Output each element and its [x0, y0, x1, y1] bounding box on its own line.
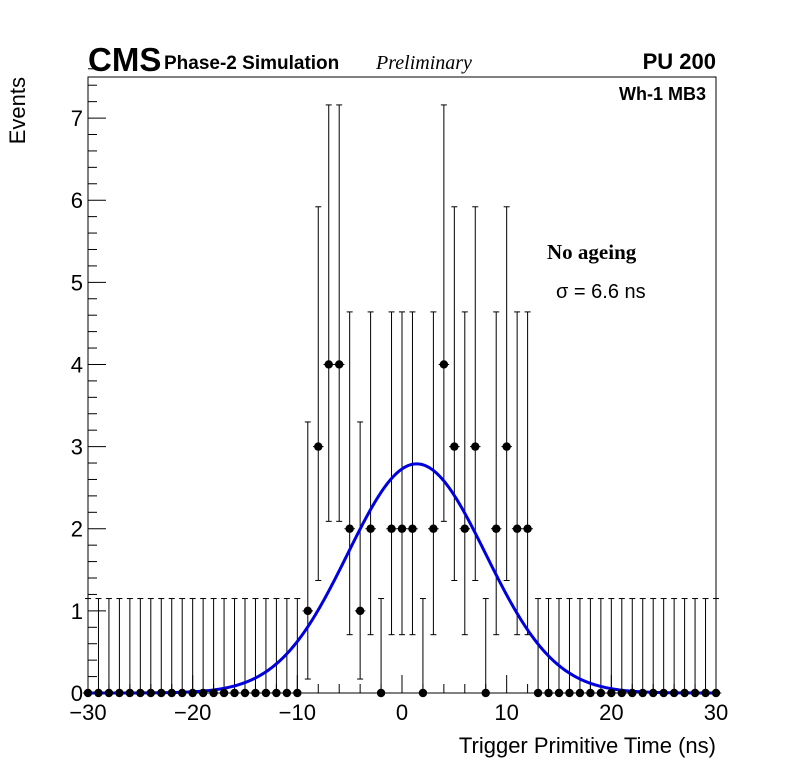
x-axis-title: Trigger Primitive Time (ns): [459, 733, 716, 758]
data-point: [167, 688, 176, 698]
error-bars: [82, 104, 722, 694]
data-point: [272, 688, 281, 698]
y-axis-title: Events: [5, 77, 30, 144]
data-point: [481, 688, 490, 698]
x-tick-label: 10: [494, 700, 518, 725]
x-tick-label: −30: [69, 700, 106, 725]
axes: −30 −20 −10 0 10 20 30 0 1 2 3 4 5 6 7: [69, 68, 728, 725]
data-point: [659, 688, 668, 698]
x-tick-label: 20: [599, 700, 623, 725]
data-point: [387, 524, 396, 533]
data-point: [680, 688, 689, 698]
data-point: [701, 688, 710, 698]
simulation-label: Phase-2 Simulation: [164, 53, 339, 74]
data-point: [533, 688, 543, 698]
station-label: Wh-1 MB3: [619, 84, 706, 104]
data-point: [366, 524, 375, 533]
sigma-label: σ = 6.6 ns: [556, 281, 646, 303]
data-point: [450, 442, 459, 451]
data-point: [293, 688, 302, 698]
data-point: [115, 688, 124, 698]
y-tick-label: 7: [71, 106, 83, 131]
data-point: [94, 688, 103, 698]
data-point: [471, 442, 480, 451]
y-tick-label: 2: [71, 517, 83, 542]
y-tick-label: 0: [71, 681, 83, 706]
data-point: [146, 688, 155, 698]
data-point: [136, 688, 145, 698]
data-point: [460, 524, 469, 533]
y-tick-label: 4: [71, 352, 83, 377]
data-point: [355, 606, 365, 616]
data-point: [188, 688, 197, 698]
data-point: [429, 524, 438, 533]
data-point: [512, 524, 522, 533]
y-tick-label: 5: [71, 270, 83, 295]
data-point: [303, 606, 312, 616]
pileup-label: PU 200: [643, 49, 716, 74]
x-tick-label: −10: [279, 700, 316, 725]
x-tick-label: −20: [174, 700, 211, 725]
data-point: [282, 688, 292, 698]
preliminary-label: Preliminary: [375, 52, 472, 74]
data-point: [596, 688, 606, 698]
data-point: [418, 688, 428, 698]
data-point: [711, 688, 721, 698]
experiment-label: CMS: [88, 41, 161, 78]
data-point: [104, 688, 114, 698]
data-point: [502, 442, 511, 451]
data-point: [345, 524, 354, 533]
data-point: [638, 688, 647, 698]
data-point: [669, 688, 679, 698]
data-point: [230, 688, 239, 698]
data-point: [376, 688, 386, 698]
data-point: [575, 688, 585, 698]
data-point: [554, 688, 564, 698]
data-point: [607, 688, 616, 698]
data-point: [649, 688, 658, 698]
data-point: [408, 524, 417, 533]
data-point: [492, 524, 501, 533]
data-point: [586, 688, 595, 698]
data-point: [209, 688, 218, 698]
ageing-label: No ageing: [547, 240, 637, 264]
data-point: [198, 688, 208, 698]
data-point: [240, 688, 250, 698]
data-point: [617, 688, 626, 698]
data-point: [83, 688, 93, 698]
y-tick-label: 6: [71, 188, 83, 213]
data-point: [219, 688, 229, 698]
data-point: [125, 688, 135, 698]
data-point: [178, 688, 187, 698]
data-point: [690, 688, 700, 698]
x-tick-label: 0: [396, 700, 408, 725]
data-point: [565, 688, 574, 698]
data-point: [544, 688, 553, 698]
data-point: [324, 360, 333, 369]
data-point: [251, 688, 260, 698]
data-points: [83, 360, 721, 698]
data-point: [314, 442, 323, 451]
y-tick-label: 1: [71, 599, 83, 624]
data-point: [261, 688, 271, 698]
data-point: [439, 360, 449, 369]
data-point: [335, 360, 344, 369]
y-tick-label: 3: [71, 435, 83, 460]
data-point: [523, 524, 532, 533]
data-point: [157, 688, 166, 698]
data-point: [397, 524, 407, 533]
data-point: [628, 688, 637, 698]
x-tick-label: 30: [704, 700, 728, 725]
